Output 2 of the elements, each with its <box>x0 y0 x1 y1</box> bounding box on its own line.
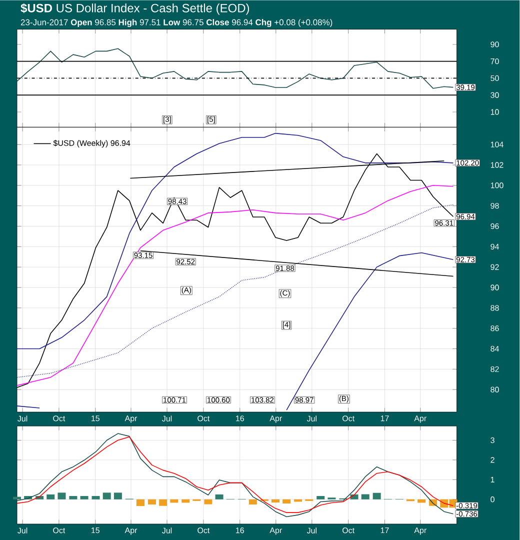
text: 23-Jun-2017 Open 96.85 High 97.51 Low 96.75 Close 96.94 Chg +0.08 (+0.08%) <box>21 19 332 28</box>
chart-title: $USD US Dollar Index - Cash Settle (EOD) <box>20 3 250 15</box>
